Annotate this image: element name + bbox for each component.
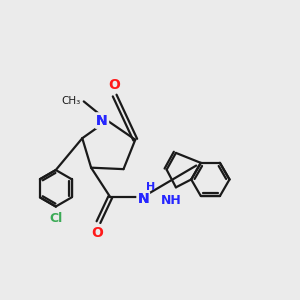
Text: N: N (137, 193, 149, 206)
Text: CH₃: CH₃ (61, 96, 80, 106)
Text: N: N (137, 193, 149, 206)
Text: NH: NH (161, 194, 182, 207)
Text: O: O (109, 78, 121, 92)
Text: N: N (96, 114, 108, 128)
Text: N: N (96, 114, 108, 128)
Text: Cl: Cl (49, 212, 62, 225)
Text: N: N (96, 114, 108, 128)
Text: H: H (146, 182, 155, 192)
Text: O: O (91, 226, 103, 240)
